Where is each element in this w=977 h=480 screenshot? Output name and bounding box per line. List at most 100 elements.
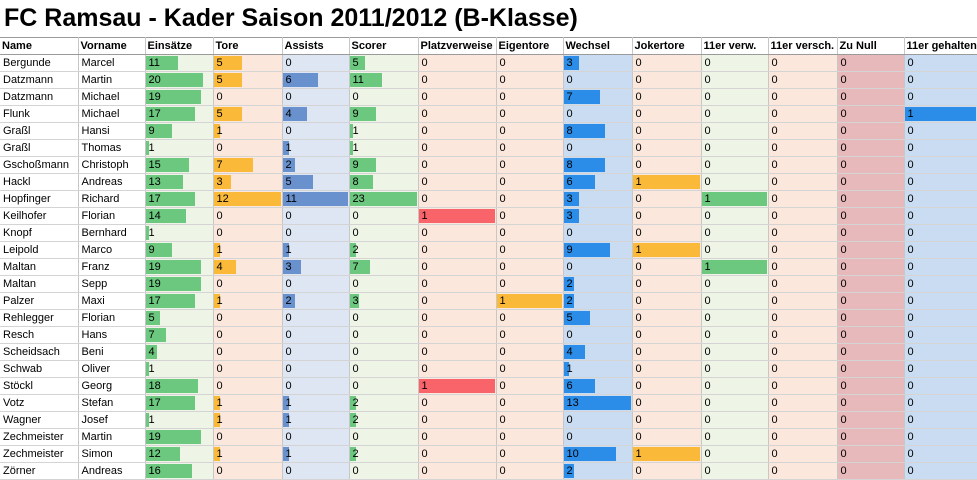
cell-value[interactable]: 0	[349, 377, 419, 395]
cell-value[interactable]: 0	[496, 275, 564, 293]
cell-value[interactable]: 0	[213, 207, 283, 225]
cell-value[interactable]: 2	[563, 292, 633, 310]
cell-vorname[interactable]: Thomas	[78, 139, 146, 157]
cell-value[interactable]: 0	[701, 275, 769, 293]
cell-value[interactable]: 0	[904, 258, 977, 276]
cell-name[interactable]: Votz	[0, 394, 79, 412]
cell-value[interactable]: 2	[349, 411, 419, 429]
column-header[interactable]: 11er versch.	[768, 37, 838, 55]
cell-value[interactable]: 0	[213, 88, 283, 106]
cell-value[interactable]: 0	[349, 309, 419, 327]
cell-value[interactable]: 0	[701, 343, 769, 361]
cell-value[interactable]: 0	[563, 411, 633, 429]
cell-value[interactable]: 0	[418, 428, 497, 446]
cell-value[interactable]: 0	[282, 224, 350, 242]
cell-value[interactable]: 12	[213, 190, 283, 208]
cell-value[interactable]: 0	[904, 377, 977, 395]
cell-value[interactable]: 4	[213, 258, 283, 276]
cell-value[interactable]: 0	[701, 71, 769, 89]
cell-name[interactable]: Datzmann	[0, 71, 79, 89]
cell-value[interactable]: 8	[563, 122, 633, 140]
cell-value[interactable]: 0	[496, 360, 564, 378]
cell-value[interactable]: 9	[145, 241, 214, 259]
cell-value[interactable]: 0	[418, 190, 497, 208]
cell-value[interactable]: 0	[768, 54, 838, 72]
cell-value[interactable]: 0	[418, 343, 497, 361]
cell-vorname[interactable]: Franz	[78, 258, 146, 276]
cell-value[interactable]: 0	[213, 360, 283, 378]
cell-value[interactable]: 17	[145, 292, 214, 310]
cell-value[interactable]: 0	[904, 394, 977, 412]
cell-value[interactable]: 0	[418, 326, 497, 344]
cell-value[interactable]: 0	[282, 309, 350, 327]
cell-value[interactable]: 0	[632, 139, 702, 157]
cell-value[interactable]: 0	[837, 122, 905, 140]
cell-name[interactable]: Graßl	[0, 122, 79, 140]
cell-value[interactable]: 0	[768, 105, 838, 123]
cell-name[interactable]: Datzmann	[0, 88, 79, 106]
cell-value[interactable]: 5	[563, 309, 633, 327]
cell-value[interactable]: 0	[632, 411, 702, 429]
cell-value[interactable]: 3	[563, 207, 633, 225]
cell-value[interactable]: 0	[496, 71, 564, 89]
cell-value[interactable]: 0	[837, 54, 905, 72]
cell-value[interactable]: 0	[701, 309, 769, 327]
cell-value[interactable]: 11	[282, 190, 350, 208]
cell-value[interactable]: 0	[496, 156, 564, 174]
cell-value[interactable]: 0	[768, 258, 838, 276]
cell-value[interactable]: 0	[418, 445, 497, 463]
cell-value[interactable]: 0	[418, 71, 497, 89]
cell-vorname[interactable]: Andreas	[78, 173, 146, 191]
cell-value[interactable]: 0	[563, 326, 633, 344]
cell-value[interactable]: 0	[701, 428, 769, 446]
cell-value[interactable]: 5	[145, 309, 214, 327]
cell-value[interactable]: 0	[701, 224, 769, 242]
cell-value[interactable]: 0	[904, 54, 977, 72]
cell-name[interactable]: Resch	[0, 326, 79, 344]
cell-value[interactable]: 0	[904, 275, 977, 293]
cell-value[interactable]: 0	[632, 462, 702, 480]
cell-value[interactable]: 0	[496, 122, 564, 140]
cell-value[interactable]: 0	[768, 88, 838, 106]
cell-vorname[interactable]: Sepp	[78, 275, 146, 293]
cell-value[interactable]: 0	[213, 139, 283, 157]
column-header[interactable]: Jokertore	[632, 37, 702, 55]
cell-vorname[interactable]: Florian	[78, 309, 146, 327]
cell-value[interactable]: 1	[282, 241, 350, 259]
cell-value[interactable]: 5	[213, 54, 283, 72]
cell-value[interactable]: 1	[213, 122, 283, 140]
cell-value[interactable]: 0	[904, 241, 977, 259]
cell-value[interactable]: 0	[701, 292, 769, 310]
cell-value[interactable]: 0	[837, 88, 905, 106]
cell-name[interactable]: Schwab	[0, 360, 79, 378]
cell-value[interactable]: 0	[349, 343, 419, 361]
cell-value[interactable]: 1	[145, 360, 214, 378]
cell-value[interactable]: 2	[282, 156, 350, 174]
cell-value[interactable]: 1	[701, 258, 769, 276]
cell-value[interactable]: 2	[349, 445, 419, 463]
column-header[interactable]: Vorname	[78, 37, 146, 55]
cell-value[interactable]: 0	[768, 139, 838, 157]
cell-value[interactable]: 0	[282, 360, 350, 378]
cell-value[interactable]: 1	[282, 411, 350, 429]
cell-value[interactable]: 0	[563, 224, 633, 242]
cell-value[interactable]: 0	[418, 54, 497, 72]
cell-value[interactable]: 5	[213, 105, 283, 123]
cell-value[interactable]: 8	[349, 173, 419, 191]
cell-value[interactable]: 0	[837, 411, 905, 429]
cell-value[interactable]: 0	[701, 139, 769, 157]
cell-value[interactable]: 12	[145, 445, 214, 463]
cell-value[interactable]: 0	[904, 309, 977, 327]
cell-vorname[interactable]: Hansi	[78, 122, 146, 140]
cell-name[interactable]: Hackl	[0, 173, 79, 191]
cell-value[interactable]: 0	[282, 462, 350, 480]
cell-value[interactable]: 20	[145, 71, 214, 89]
cell-value[interactable]: 0	[837, 139, 905, 157]
cell-vorname[interactable]: Stefan	[78, 394, 146, 412]
cell-value[interactable]: 4	[145, 343, 214, 361]
cell-value[interactable]: 0	[418, 139, 497, 157]
cell-value[interactable]: 11	[145, 54, 214, 72]
cell-value[interactable]: 0	[632, 309, 702, 327]
cell-value[interactable]: 0	[837, 207, 905, 225]
cell-value[interactable]: 0	[632, 292, 702, 310]
